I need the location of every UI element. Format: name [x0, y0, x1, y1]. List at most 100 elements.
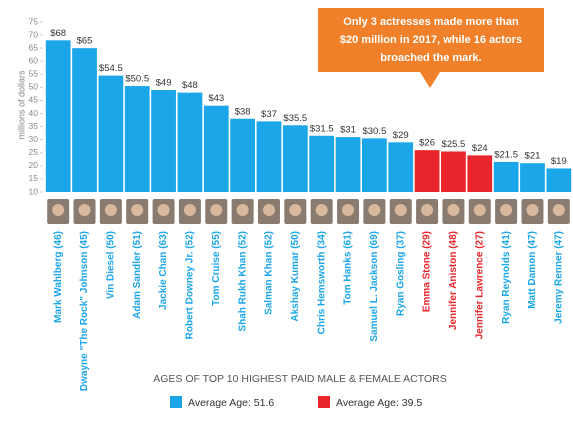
x-tick-label: Ryan Reynolds (41) [501, 231, 512, 324]
x-tick-label: Salman Khan (52) [264, 231, 275, 315]
bar [467, 155, 493, 192]
value-label: $31.5 [310, 123, 334, 134]
photo-face [473, 204, 486, 216]
bar [98, 75, 124, 192]
value-label: $26 [419, 138, 435, 149]
bar [203, 105, 229, 192]
y-tick-label: 45 [29, 95, 39, 105]
photo-face [236, 204, 249, 216]
value-label: $21.5 [494, 149, 518, 160]
bar [151, 90, 176, 192]
value-label: $35.5 [283, 113, 307, 124]
annotation-pointer [420, 72, 440, 88]
photo-face [368, 204, 381, 216]
x-tick-label: Ryan Gosling (37) [395, 231, 406, 316]
value-label: $50.5 [125, 74, 149, 85]
x-tick-label: Samuel L. Jackson (69) [369, 231, 380, 342]
value-label: $24 [472, 143, 488, 154]
value-label: $21 [525, 151, 541, 162]
value-label: $30.5 [362, 126, 386, 137]
y-tick-label: 25 [29, 147, 39, 157]
y-axis-label: millions of dollars [16, 70, 26, 140]
bar [441, 151, 466, 192]
photo-face [210, 204, 223, 216]
y-tick-label: 65 [29, 42, 39, 52]
photo-face [342, 204, 355, 216]
annotation-line: $20 million in 2017, while 16 actors [340, 34, 522, 46]
value-label: $68 [50, 28, 66, 39]
value-label: $37 [261, 109, 277, 120]
y-tick-label: 10 [29, 186, 39, 196]
bar [230, 118, 256, 192]
photo-face [552, 204, 565, 216]
bar [520, 163, 545, 192]
x-tick-label: Tom Hanks (61) [343, 231, 354, 305]
y-tick-label: 20 [29, 160, 39, 170]
x-tick-label: Matt Damon (47) [527, 231, 538, 309]
value-label: $25.5 [442, 139, 466, 150]
y-tick-label: 35 [29, 121, 39, 131]
x-tick-label: Jennifer Lawrence (27) [474, 231, 485, 339]
y-tick-label: 30 [29, 134, 39, 144]
legend-label: Average Age: 51.6 [188, 397, 274, 409]
value-label: $19 [551, 156, 567, 167]
x-axis-label: AGES OF TOP 10 HIGHEST PAID MALE & FEMAL… [153, 373, 447, 385]
bar [546, 168, 572, 192]
x-tick-label: Jackie Chan (63) [158, 231, 169, 310]
y-tick-label: 70 [29, 29, 39, 39]
legend-swatch [170, 396, 182, 408]
value-label: $65 [77, 36, 93, 47]
photo-face [157, 204, 170, 216]
photo-face [262, 204, 275, 216]
y-tick-label: 75 [29, 16, 39, 26]
photo-face [183, 204, 196, 216]
y-tick-label: 15 [29, 173, 39, 183]
x-tick-label: Jennifer Aniston (48) [448, 231, 459, 330]
bar [414, 150, 440, 192]
y-tick-label: 50 [29, 82, 39, 92]
bar [335, 137, 361, 192]
bar [256, 121, 282, 192]
legend-label: Average Age: 39.5 [336, 397, 422, 409]
bar [309, 135, 335, 192]
photo-face [289, 204, 302, 216]
photo-face [394, 204, 407, 216]
photo-face [526, 204, 539, 216]
annotation-line: broached the mark. [380, 52, 481, 64]
x-tick-label: Mark Wahlberg (46) [53, 231, 64, 323]
x-tick-label: Emma Stone (29) [422, 231, 433, 312]
photo-face [447, 204, 460, 216]
bar [72, 48, 97, 193]
value-label: $38 [235, 106, 251, 117]
y-tick-label: 55 [29, 69, 39, 79]
y-tick-label: 40 [29, 108, 39, 118]
photo-face [315, 204, 328, 216]
photo-face [500, 204, 513, 216]
bar [124, 86, 150, 192]
y-tick-label: 60 [29, 55, 39, 65]
x-tick-label: Adam Sandler (51) [132, 231, 143, 319]
x-tick-label: Vin Diesel (50) [106, 231, 117, 299]
value-label: $54.5 [99, 63, 123, 74]
bar [388, 142, 414, 192]
photo-face [78, 204, 91, 216]
bar [361, 138, 387, 192]
value-label: $49 [156, 78, 172, 89]
bar [282, 125, 308, 192]
x-tick-label: Shah Rukh Khan (52) [237, 231, 248, 332]
photo-face [104, 204, 117, 216]
x-tick-label: Chris Hemsworth (34) [316, 231, 327, 334]
x-tick-label: Akshay Kumar (50) [290, 231, 301, 322]
value-label: $29 [393, 130, 409, 141]
value-label: $43 [208, 93, 224, 104]
annotation-box [318, 8, 544, 72]
value-label: $31 [340, 125, 356, 136]
value-label: $48 [182, 80, 198, 91]
x-tick-label: Robert Downey Jr. (52) [185, 231, 196, 339]
legend-swatch [318, 396, 330, 408]
x-tick-label: Jeremy Renner (47) [553, 231, 564, 324]
bar [45, 40, 71, 192]
photo-face [52, 204, 65, 216]
